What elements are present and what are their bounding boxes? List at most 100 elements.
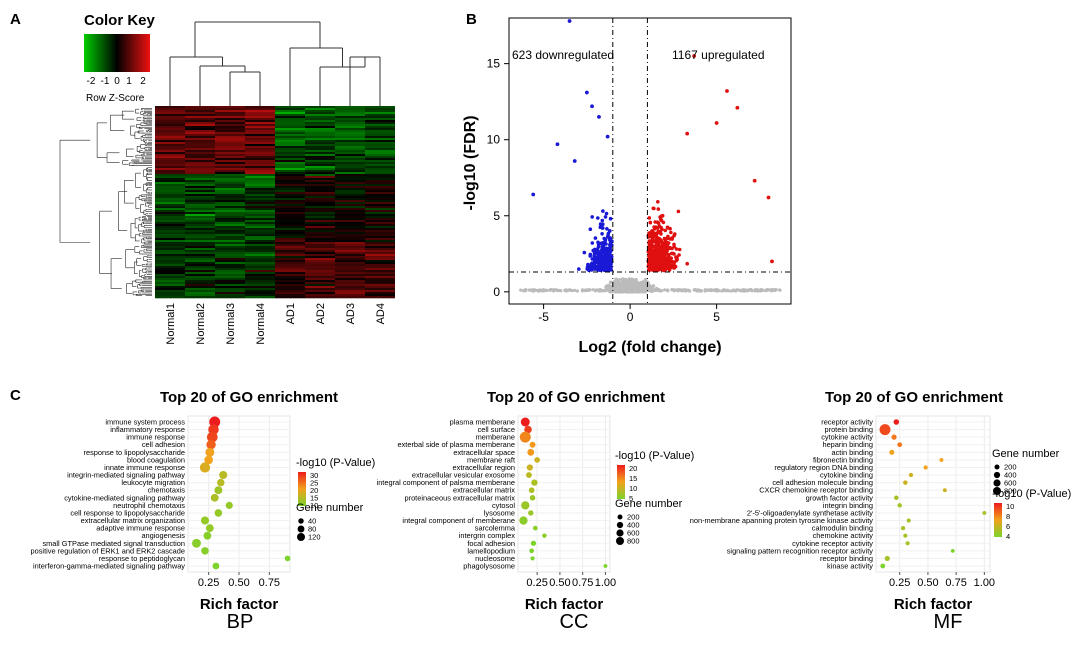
heatmap-cell xyxy=(275,182,305,185)
heatmap-cell xyxy=(275,218,305,221)
heatmap-cell xyxy=(245,108,275,111)
heatmap-cell xyxy=(365,134,395,137)
legend-p-tick: 15 xyxy=(629,474,637,483)
volcano-point-down xyxy=(593,258,597,263)
bubble-point xyxy=(879,424,891,436)
term-label: integrin binding xyxy=(823,501,873,510)
heatmap-cell xyxy=(305,256,335,259)
heatmap-cell xyxy=(215,154,245,157)
term-label: calmodulin binding xyxy=(812,524,873,533)
volcano-point-down xyxy=(590,104,594,109)
heatmap-cell xyxy=(275,176,305,179)
legend-p-tick: 8 xyxy=(1006,512,1010,521)
heatmap-cell xyxy=(305,242,335,245)
color-key-label: Row Z-Score xyxy=(86,93,145,104)
volcano-point-up xyxy=(672,252,676,256)
heatmap-cell xyxy=(305,182,335,185)
term-label: inflammatory response xyxy=(110,425,185,434)
heatmap-cell xyxy=(335,228,365,231)
heatmap-cell xyxy=(215,252,245,255)
volcano-point-up xyxy=(665,247,669,252)
volcano-point-ns xyxy=(774,288,778,292)
volcano-point-up xyxy=(692,54,697,58)
heatmap-cell xyxy=(185,130,215,133)
heatmap-cell xyxy=(365,106,395,109)
heatmap-cell xyxy=(155,162,185,165)
volcano-point-up xyxy=(660,242,665,246)
x-tick-label: 1.00 xyxy=(974,577,995,589)
bubble-point xyxy=(942,488,947,493)
volcano-point-down xyxy=(572,159,577,163)
heatmap-cell xyxy=(335,134,365,137)
heatmap-cell xyxy=(365,288,395,291)
heatmap-cell xyxy=(305,236,335,239)
heatmap-cell xyxy=(335,140,365,143)
column-dendrogram xyxy=(169,21,381,106)
heatmap-cell xyxy=(215,122,245,125)
heatmap-cell xyxy=(245,152,275,155)
heatmap-cell xyxy=(335,170,365,173)
heatmap-cell xyxy=(275,292,305,295)
heatmap-cell xyxy=(335,146,365,149)
heatmap-cell xyxy=(185,134,215,137)
heatmap-cell xyxy=(365,180,395,183)
volcano-point-up xyxy=(656,207,661,211)
heatmap-cell xyxy=(335,114,365,117)
heatmap-cell xyxy=(245,138,275,141)
heatmap-cell xyxy=(305,180,335,183)
heatmap-cell xyxy=(215,178,245,181)
volcano-point-up xyxy=(770,259,774,264)
y-tick-label: 15 xyxy=(487,57,501,71)
heatmap-cell xyxy=(305,228,335,231)
heatmap-cell xyxy=(365,160,395,163)
heatmap-cell xyxy=(245,222,275,225)
heatmap-cell xyxy=(245,218,275,221)
heatmap-cell xyxy=(275,178,305,181)
heatmap-cell xyxy=(335,270,365,273)
volcano-point-ns xyxy=(548,288,552,292)
bubble-point xyxy=(532,525,538,531)
heatmap-cell xyxy=(275,146,305,149)
volcano-point-ns xyxy=(729,289,733,293)
heatmap-cell xyxy=(335,178,365,181)
bubble-point xyxy=(206,431,218,443)
heatmap-cell xyxy=(215,204,245,207)
heatmap-cell xyxy=(185,190,215,193)
legend-p-tick: 20 xyxy=(310,486,318,495)
heatmap-cell xyxy=(275,122,305,125)
heatmap-cell xyxy=(335,192,365,195)
heatmap-cell xyxy=(335,108,365,111)
heatmap-cell xyxy=(275,288,305,291)
volcano-point-ns xyxy=(698,289,702,293)
heatmap-cell xyxy=(155,176,185,179)
volcano-point-down xyxy=(582,250,587,255)
heatmap-cell xyxy=(305,170,335,173)
heatmap-cell xyxy=(335,198,365,201)
bubble-point xyxy=(950,548,955,553)
heatmap-cell xyxy=(185,290,215,293)
heatmap-cell xyxy=(245,252,275,255)
heatmap-cell xyxy=(245,136,275,139)
heatmap-cell xyxy=(275,240,305,243)
heatmap-cell xyxy=(155,228,185,231)
heatmap-cell xyxy=(155,246,185,249)
heatmap-cell xyxy=(215,192,245,195)
heatmap-cell xyxy=(245,130,275,133)
volcano-point-up xyxy=(651,234,656,239)
heatmap-cell xyxy=(275,250,305,253)
volcano-points xyxy=(519,19,782,294)
heatmap-cell xyxy=(215,198,245,201)
heatmap-cell xyxy=(245,118,275,121)
heatmap-cell xyxy=(215,116,245,119)
sample-label: Normal3 xyxy=(225,303,237,345)
heatmap-cell xyxy=(275,172,305,175)
bubble-point xyxy=(201,547,209,555)
heatmap-cell xyxy=(185,218,215,221)
heatmap-cell xyxy=(305,280,335,283)
legend-p-tick: 20 xyxy=(629,464,637,473)
heatmap-cell xyxy=(335,180,365,183)
volcano-point-up xyxy=(658,215,662,219)
volcano-point-ns xyxy=(682,288,687,292)
bubble-point xyxy=(284,555,291,562)
volcano-point-up xyxy=(665,258,669,262)
